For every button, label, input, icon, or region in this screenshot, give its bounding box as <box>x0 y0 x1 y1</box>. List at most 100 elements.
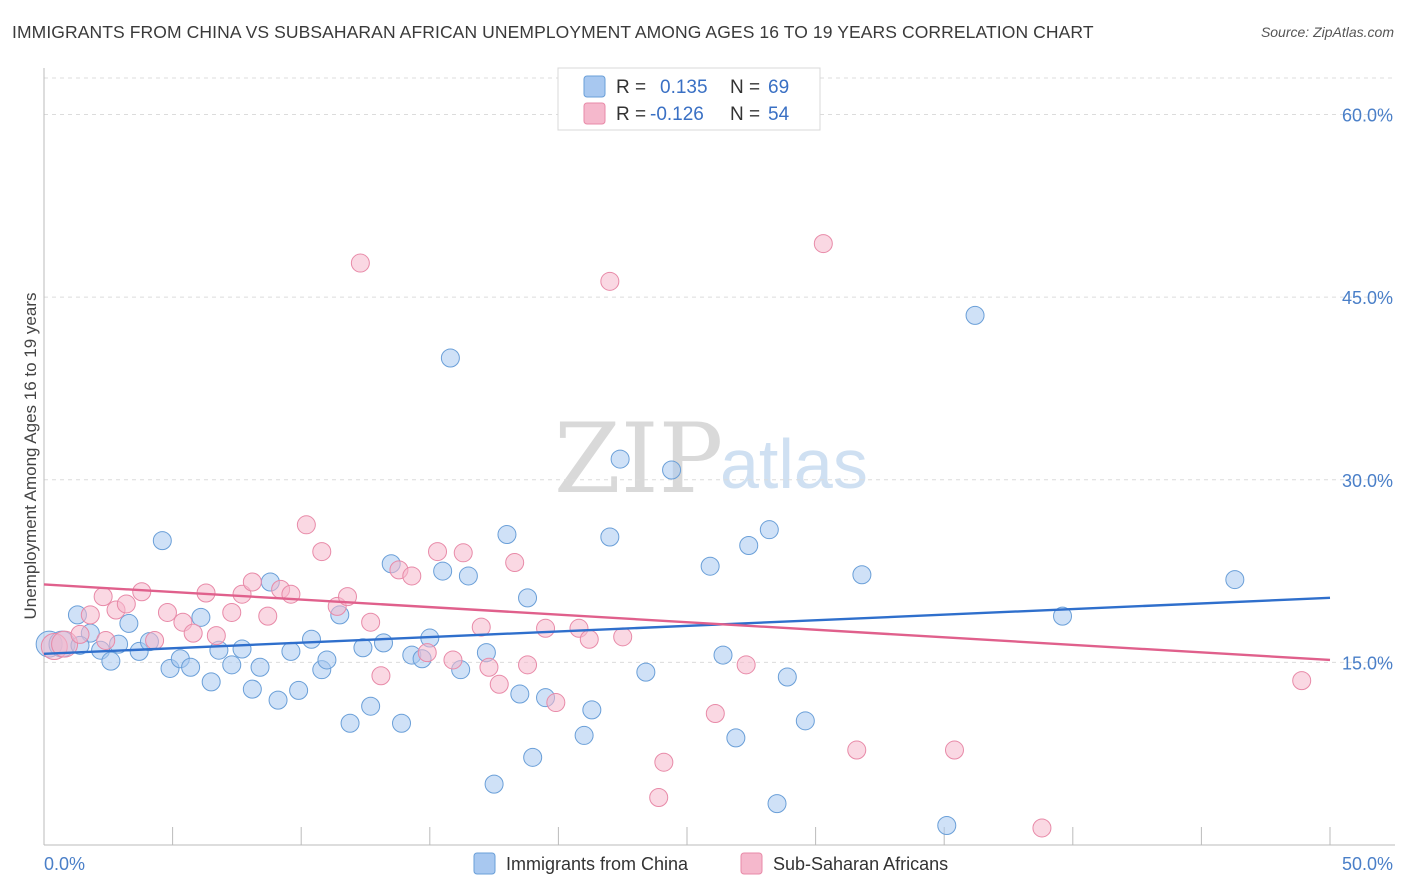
point-china-41 <box>458 566 478 586</box>
point-china-52 <box>610 449 630 469</box>
trend-lines <box>43 583 1331 662</box>
legend-r-label-china: R = <box>616 77 646 98</box>
point-china-19 <box>242 679 262 699</box>
point-subsaharan-11 <box>183 623 203 643</box>
point-subsaharan-39 <box>546 693 566 713</box>
point-subsaharan-2 <box>70 624 90 644</box>
watermark-zip: ZIP <box>554 403 723 515</box>
watermark-atlas: atlas <box>720 425 868 503</box>
point-subsaharan-36 <box>505 553 525 573</box>
point-subsaharan-44 <box>654 752 674 772</box>
point-china-50 <box>582 700 602 720</box>
point-subsaharan-29 <box>417 643 437 663</box>
point-china-66 <box>1053 606 1073 626</box>
point-subsaharan-38 <box>536 618 556 638</box>
point-china-14 <box>191 607 211 627</box>
point-china-43 <box>484 774 504 794</box>
y-tick-label-0: 15.0% <box>1342 653 1393 673</box>
axes <box>43 68 1395 846</box>
y-tick-label-2: 45.0% <box>1342 288 1393 308</box>
point-china-7 <box>119 613 139 633</box>
legend-r-value-china: 0.135 <box>660 77 708 98</box>
point-subsaharan-45 <box>649 788 669 808</box>
point-china-61 <box>777 667 797 687</box>
point-subsaharan-42 <box>600 271 620 291</box>
point-china-24 <box>289 680 309 700</box>
chart-source: Source: ZipAtlas.com <box>1260 24 1394 40</box>
point-china-25 <box>301 629 321 649</box>
point-china-60 <box>767 794 787 814</box>
legend-swatch-china <box>583 75 606 98</box>
point-subsaharan-50 <box>944 740 964 760</box>
point-china-38 <box>433 561 453 581</box>
point-china-63 <box>852 565 872 585</box>
y-tick-labels: 15.0% 30.0% 45.0% 60.0% <box>1342 106 1393 674</box>
watermark: ZIP atlas <box>554 403 868 515</box>
legend-swatch-subsaharan <box>583 102 606 125</box>
y-axis-label: Unemployment Among Ages 16 to 19 years <box>21 293 40 620</box>
point-china-47 <box>523 747 543 767</box>
legend-n-value-china: 69 <box>768 77 789 98</box>
point-china-56 <box>713 645 733 665</box>
y-tick-label-3: 60.0% <box>1342 106 1393 126</box>
x-tick-labels: 0.0% 50.0% <box>44 854 1393 874</box>
point-china-39 <box>440 348 460 368</box>
point-subsaharan-48 <box>813 234 833 254</box>
point-subsaharan-1 <box>51 630 79 658</box>
series-legend: Immigrants from China Sub-Saharan Africa… <box>473 852 948 875</box>
point-china-31 <box>361 696 381 716</box>
point-china-5 <box>101 651 121 671</box>
point-subsaharan-24 <box>350 253 370 273</box>
point-subsaharan-52 <box>1292 671 1312 691</box>
point-subsaharan-3 <box>80 605 100 625</box>
point-china-32 <box>374 633 394 653</box>
point-subsaharan-51 <box>1032 818 1052 838</box>
trend-line-china <box>43 596 1331 656</box>
point-subsaharan-8 <box>145 630 165 650</box>
point-china-29 <box>340 713 360 733</box>
point-china-46 <box>518 588 538 608</box>
point-subsaharan-4 <box>93 587 113 607</box>
point-subsaharan-21 <box>312 542 332 562</box>
point-subsaharan-31 <box>443 650 463 670</box>
point-china-62 <box>795 711 815 731</box>
point-china-64 <box>937 816 957 836</box>
point-subsaharan-26 <box>371 666 391 686</box>
point-subsaharan-14 <box>222 602 242 622</box>
point-subsaharan-13 <box>206 626 226 646</box>
point-subsaharan-53 <box>96 630 116 650</box>
point-china-54 <box>662 460 682 480</box>
point-subsaharan-15 <box>232 584 252 604</box>
legend-swatch-china-bottom <box>473 852 496 875</box>
point-china-18 <box>232 639 252 659</box>
point-china-59 <box>759 520 779 540</box>
point-china-23 <box>281 641 301 661</box>
legend-swatch-subsaharan-bottom <box>740 852 763 875</box>
point-subsaharan-41 <box>579 629 599 649</box>
point-subsaharan-46 <box>705 704 725 724</box>
point-china-20 <box>250 657 270 677</box>
point-subsaharan-28 <box>402 566 422 586</box>
point-china-53 <box>636 662 656 682</box>
legend-r-label-subsaharan: R = <box>616 104 646 125</box>
legend-n-label-china: N = <box>730 77 760 98</box>
point-china-45 <box>510 684 530 704</box>
point-subsaharan-17 <box>258 606 278 626</box>
correlation-legend: R = 0.135 N = 69 R = -0.126 N = 54 <box>557 67 821 131</box>
legend-n-value-subsaharan: 54 <box>768 104 790 125</box>
point-china-13 <box>181 657 201 677</box>
trend-line-subsaharan <box>43 583 1331 662</box>
y-tick-label-1: 30.0% <box>1342 471 1393 491</box>
point-china-22 <box>268 690 288 710</box>
legend-label-china: Immigrants from China <box>506 854 689 874</box>
point-china-55 <box>700 556 720 576</box>
point-china-44 <box>497 525 517 545</box>
point-china-27 <box>317 650 337 670</box>
legend-r-value-subsaharan: -0.126 <box>650 104 704 125</box>
point-china-65 <box>965 305 985 325</box>
point-china-17 <box>222 655 242 675</box>
point-china-34 <box>392 713 412 733</box>
point-subsaharan-9 <box>157 602 177 622</box>
data-points <box>35 234 1312 838</box>
